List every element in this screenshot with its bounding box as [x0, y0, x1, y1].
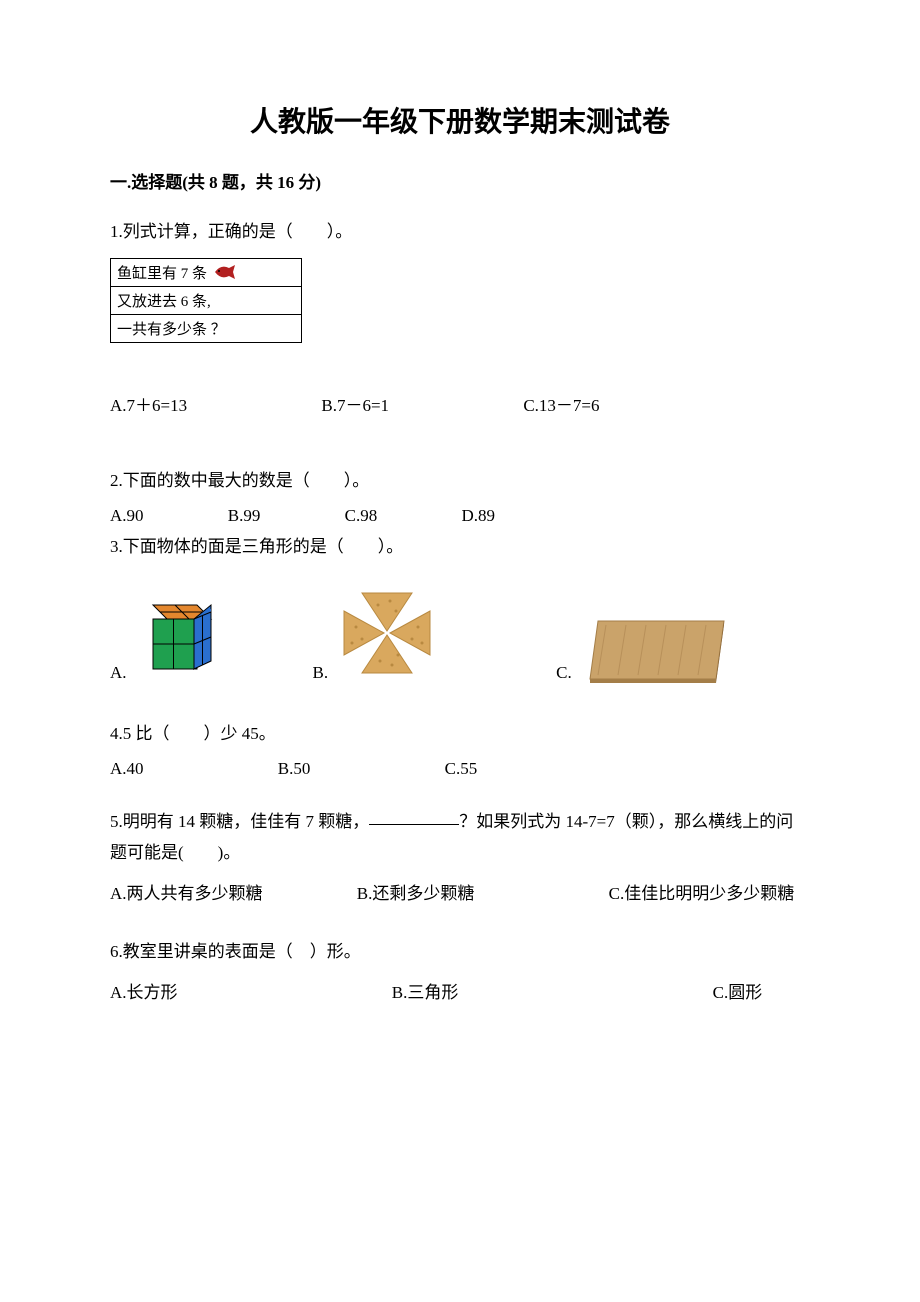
- q3-options: A.: [110, 583, 810, 683]
- q1-box-row2: 又放进去 6 条,: [111, 287, 301, 315]
- q3-text: 3.下面物体的面是三角形的是（ ）。: [110, 532, 810, 563]
- q4-option-c[interactable]: C.55: [445, 759, 478, 779]
- q5-text: 5.明明有 14 颗糖，佳佳有 7 颗糖，？如果列式为 14-7=7（颗），那么…: [110, 807, 810, 868]
- q1-options: A.7＋6=13 B.7－6=1 C.13－7=6: [110, 391, 810, 416]
- q1-option-c[interactable]: C.13－7=6: [523, 391, 599, 416]
- q4-option-a[interactable]: A.40: [110, 759, 144, 779]
- q4-options: A.40 B.50 C.55: [110, 759, 810, 779]
- q6-option-c[interactable]: C.圆形: [713, 978, 763, 1009]
- q1-box-row1: 鱼缸里有 7 条: [111, 259, 301, 287]
- q6-option-a[interactable]: A.长方形: [110, 978, 178, 1009]
- q1-word-problem-box: 鱼缸里有 7 条 又放进去 6 条, 一共有多少条 ？: [110, 258, 302, 343]
- q2-option-d[interactable]: D.89: [461, 506, 495, 526]
- q1-text: 1.列式计算，正确的是（ ）。: [110, 217, 810, 248]
- q1-option-b[interactable]: B.7－6=1: [321, 391, 389, 416]
- q2-option-b[interactable]: B.99: [228, 506, 261, 526]
- triangle-cookies-icon: [332, 583, 442, 683]
- q2-option-a[interactable]: A.90: [110, 506, 144, 526]
- q3-option-c[interactable]: C.: [556, 611, 726, 683]
- page: 人教版一年级下册数学期末测试卷 一.选择题(共 8 题，共 16 分) 1.列式…: [0, 0, 920, 1096]
- q1-box-row3: 一共有多少条 ？: [111, 315, 301, 342]
- q4-option-b[interactable]: B.50: [278, 759, 311, 779]
- q6-options: A.长方形 B.三角形 C.圆形: [110, 978, 810, 1009]
- q5-options: A.两人共有多少颗糖 B.还剩多少颗糖 C.佳佳比明明少多少颗糖: [110, 879, 810, 910]
- q2-options: A.90 B.99 C.98 D.89: [110, 506, 810, 526]
- q3-option-b[interactable]: B.: [313, 583, 443, 683]
- q2-text: 2.下面的数中最大的数是（ ）。: [110, 466, 810, 497]
- q5-blank: [369, 824, 459, 825]
- q1-box-row1-text: 鱼缸里有 7 条: [117, 262, 207, 283]
- doc-title: 人教版一年级下册数学期末测试卷: [110, 100, 810, 140]
- q5-text-a: 5.明明有 14 颗糖，佳佳有 7 颗糖，: [110, 812, 369, 831]
- section-heading: 一.选择题(共 8 题，共 16 分): [110, 168, 810, 193]
- q1-option-a[interactable]: A.7＋6=13: [110, 391, 187, 416]
- rubiks-cube-icon: [131, 595, 219, 683]
- q5-option-a[interactable]: A.两人共有多少颗糖: [110, 879, 263, 910]
- q3-option-a-label: A.: [110, 663, 127, 683]
- q3-option-c-label: C.: [556, 663, 572, 683]
- q5-option-c[interactable]: C.佳佳比明明少多少颗糖: [609, 879, 795, 910]
- q2-option-c[interactable]: C.98: [345, 506, 378, 526]
- q4-text: 4.5 比（ ）少 45。: [110, 719, 810, 750]
- q5-option-b[interactable]: B.还剩多少颗糖: [357, 879, 475, 910]
- q6-option-b[interactable]: B.三角形: [392, 978, 459, 1009]
- fish-icon: [211, 263, 237, 281]
- cutting-board-icon: [576, 611, 726, 683]
- q3-option-a[interactable]: A.: [110, 595, 219, 683]
- q3-option-b-label: B.: [313, 663, 329, 683]
- q6-text: 6.教室里讲桌的表面是（ ）形。: [110, 937, 810, 968]
